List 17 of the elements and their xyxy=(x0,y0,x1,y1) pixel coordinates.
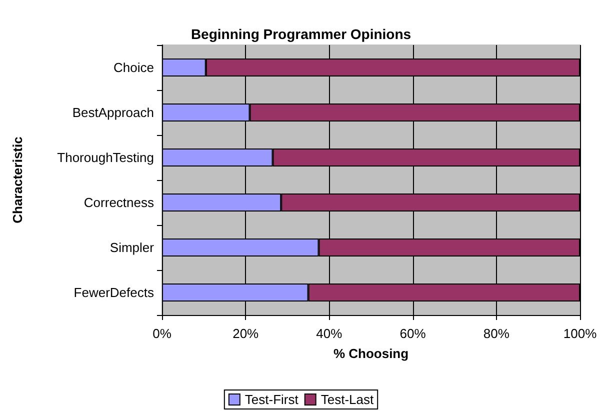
y-tick-label: ThoroughTesting xyxy=(57,150,154,165)
y-tick-label: Choice xyxy=(114,60,154,75)
legend-label: Test-First xyxy=(244,392,299,407)
x-tick-label: 0% xyxy=(152,326,172,341)
y-tick-label: Correctness xyxy=(84,195,154,210)
x-tick-label: 40% xyxy=(316,326,343,341)
x-tick-label: 80% xyxy=(483,326,510,341)
y-tick-label: BestApproach xyxy=(72,105,154,120)
x-tick-label: 100% xyxy=(563,326,598,341)
y-axis-title: Characteristic xyxy=(10,136,25,224)
x-tick-label: 60% xyxy=(400,326,426,341)
legend-label: Test-Last xyxy=(320,392,374,407)
y-tick-label: FewerDefects xyxy=(74,285,154,300)
chart-title: Beginning Programmer Opinions xyxy=(190,26,412,42)
x-tick-label: 20% xyxy=(232,326,260,341)
y-tick-label: Simpler xyxy=(110,240,155,255)
x-axis-title: % Choosing xyxy=(333,346,409,361)
